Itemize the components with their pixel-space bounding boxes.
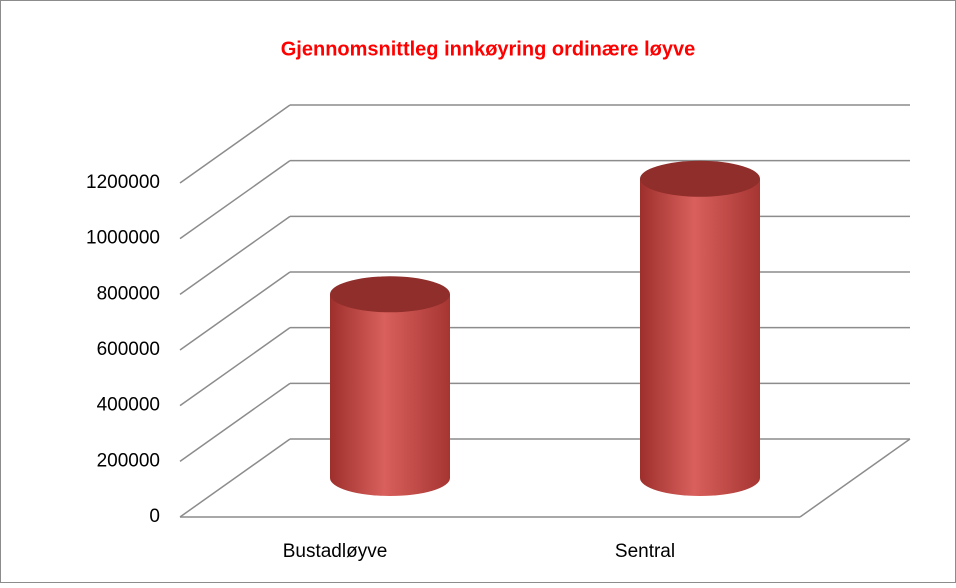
- x-tick-label: Sentral: [615, 541, 675, 562]
- bar-body: [330, 294, 450, 496]
- bar-top: [640, 160, 760, 197]
- y-tick-label: 600000: [97, 339, 160, 360]
- grid-line: [179, 271, 291, 351]
- grid-line: [179, 104, 291, 184]
- grid-line: [179, 382, 291, 462]
- y-tick-label: 1200000: [86, 172, 160, 193]
- bar: [330, 276, 450, 496]
- chart-title: Gjennomsnittleg innkøyring ordinære løyv…: [281, 38, 696, 60]
- grid-line: [179, 160, 291, 240]
- grid-line: [179, 215, 291, 295]
- y-tick-label: 1000000: [86, 228, 160, 249]
- y-tick-label: 800000: [97, 283, 160, 304]
- y-tick-label: 0: [149, 506, 160, 527]
- y-tick-label: 200000: [97, 450, 160, 471]
- bar-body: [640, 178, 760, 496]
- grid-line: [179, 438, 291, 518]
- y-tick-label: 400000: [97, 395, 160, 416]
- x-tick-label: Bustadløyve: [283, 541, 388, 562]
- grid-line: [179, 327, 291, 407]
- floor-edge: [799, 438, 911, 518]
- bar-top: [330, 276, 450, 313]
- bar: [640, 160, 760, 496]
